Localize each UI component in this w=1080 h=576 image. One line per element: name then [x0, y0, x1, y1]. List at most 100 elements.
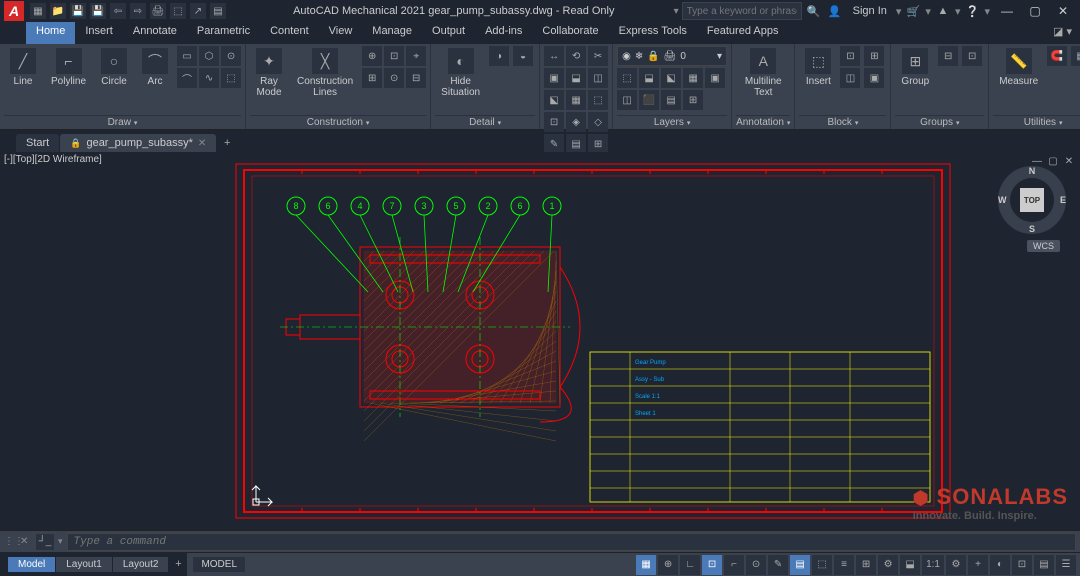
hide-situation-button[interactable]: ◐Hide Situation: [435, 46, 486, 100]
panel-label-groups[interactable]: Groups: [895, 115, 984, 129]
layers-layer-3[interactable]: ▦: [683, 68, 703, 88]
layers-layer-1[interactable]: ⬓: [639, 68, 659, 88]
layout-tab-layout1[interactable]: Layout1: [56, 557, 112, 572]
viewcube[interactable]: TOP N S E W: [998, 166, 1066, 234]
status-btn-8[interactable]: ⬚: [812, 555, 832, 575]
layers-layer-5[interactable]: ◫: [617, 90, 637, 110]
chevron-down-icon[interactable]: ▾: [674, 6, 679, 17]
user-icon[interactable]: 👤: [826, 2, 844, 20]
modify-small-5[interactable]: ◫: [588, 68, 608, 88]
utilities-small-1[interactable]: ▦: [1071, 46, 1080, 66]
new-tab-button[interactable]: +: [217, 134, 237, 152]
file-tab-1[interactable]: 🔒gear_pump_subassy*✕: [60, 134, 216, 152]
viewport-label[interactable]: [-][Top][2D Wireframe]: [4, 154, 102, 165]
polyline-button[interactable]: ⌐Polyline: [45, 46, 92, 89]
cmdline-grip[interactable]: ⋮⋮: [4, 536, 16, 547]
detail-small-0[interactable]: ◑: [489, 46, 509, 66]
viewcube-face[interactable]: TOP: [1020, 188, 1044, 212]
panel-label-detail[interactable]: Detail: [435, 115, 535, 129]
groups-small-0[interactable]: ⊟: [938, 46, 958, 66]
status-btn-5[interactable]: ⊙: [746, 555, 766, 575]
signin-dropdown[interactable]: ▾: [896, 5, 902, 18]
status-btn-15[interactable]: +: [968, 555, 988, 575]
qat-button-9[interactable]: ▤: [210, 3, 226, 19]
panel-label-layers[interactable]: Layers: [617, 115, 727, 129]
modify-small-2[interactable]: ✂: [588, 46, 608, 66]
layers-layer-4[interactable]: ▣: [705, 68, 725, 88]
status-btn-19[interactable]: ☰: [1056, 555, 1076, 575]
insert-button[interactable]: ⬚Insert: [799, 46, 837, 89]
status-btn-9[interactable]: ≡: [834, 555, 854, 575]
layout-tab-layout2[interactable]: Layout2: [113, 557, 169, 572]
qat-button-6[interactable]: 🖨: [150, 3, 166, 19]
qat-button-8[interactable]: ↗: [190, 3, 206, 19]
panel-label-utilities[interactable]: Utilities: [993, 115, 1080, 129]
group-button[interactable]: ⊞Group: [895, 46, 935, 89]
status-btn-14[interactable]: ⚙: [946, 555, 966, 575]
status-btn-13[interactable]: 1:1: [922, 555, 944, 575]
status-btn-11[interactable]: ⚙: [878, 555, 898, 575]
close-button[interactable]: ✕: [1050, 1, 1076, 21]
panel-label-block[interactable]: Block: [799, 115, 886, 129]
modify-small-14[interactable]: ⊞: [588, 134, 608, 154]
construction-small-5[interactable]: ⊟: [406, 68, 426, 88]
multiline-text-button[interactable]: AMultiline Text: [736, 46, 790, 100]
block-small-0[interactable]: ⊡: [840, 46, 860, 66]
construction-small-3[interactable]: ⊞: [362, 68, 382, 88]
app-logo[interactable]: A: [4, 1, 24, 21]
qat-button-3[interactable]: 💾: [90, 3, 106, 19]
block-small-2[interactable]: ◫: [840, 68, 860, 88]
status-btn-12[interactable]: ⬓: [900, 555, 920, 575]
signin-link[interactable]: Sign In: [853, 5, 887, 17]
block-small-3[interactable]: ▣: [864, 68, 884, 88]
qat-button-1[interactable]: 📁: [50, 3, 66, 19]
modify-small-6[interactable]: ⬕: [544, 90, 564, 110]
help-icon[interactable]: ❔: [963, 2, 981, 20]
status-btn-4[interactable]: ⌐: [724, 555, 744, 575]
status-btn-6[interactable]: ✎: [768, 555, 788, 575]
tab-close-icon[interactable]: ✕: [198, 138, 206, 149]
detail-small-1[interactable]: ◒: [513, 46, 533, 66]
layers-layer-8[interactable]: ⊞: [683, 90, 703, 110]
minimize-button[interactable]: —: [994, 1, 1020, 21]
modify-small-13[interactable]: ▤: [566, 134, 586, 154]
qat-button-5[interactable]: ⇨: [130, 3, 146, 19]
construction-small-2[interactable]: ⌖: [406, 46, 426, 66]
status-btn-7[interactable]: ▤: [790, 555, 810, 575]
qat-button-4[interactable]: ⇦: [110, 3, 126, 19]
layers-layer-6[interactable]: ⬛: [639, 90, 659, 110]
status-btn-10[interactable]: ⊞: [856, 555, 876, 575]
ribbon-tab-add-ins[interactable]: Add-ins: [475, 22, 532, 44]
line-button[interactable]: ╱Line: [4, 46, 42, 89]
modify-small-8[interactable]: ⬚: [588, 90, 608, 110]
measure-button[interactable]: 📏Measure: [993, 46, 1044, 89]
cmdline-close-icon[interactable]: ✕: [20, 536, 32, 547]
modify-small-12[interactable]: ✎: [544, 134, 564, 154]
construction-small-4[interactable]: ⊙: [384, 68, 404, 88]
ribbon-tab-view[interactable]: View: [319, 22, 363, 44]
utilities-small-0[interactable]: 🧲: [1047, 46, 1067, 66]
status-btn-18[interactable]: ▤: [1034, 555, 1054, 575]
maximize-button[interactable]: ▢: [1022, 1, 1048, 21]
layer-combo[interactable]: ◉❄🔒🖨0▾: [617, 46, 727, 66]
modify-small-4[interactable]: ⬓: [566, 68, 586, 88]
layout-tab-model[interactable]: Model: [8, 557, 55, 572]
status-model[interactable]: MODEL: [193, 557, 245, 572]
cmdline-dropdown-icon[interactable]: ▾: [58, 536, 63, 547]
status-btn-3[interactable]: ⊡: [702, 555, 722, 575]
search-input[interactable]: [682, 2, 802, 20]
modify-small-7[interactable]: ▦: [566, 90, 586, 110]
qat-button-7[interactable]: ⬚: [170, 3, 186, 19]
ribbon-tab-home[interactable]: Home: [26, 22, 75, 44]
panel-label-construction[interactable]: Construction: [250, 115, 426, 129]
block-small-1[interactable]: ⊞: [864, 46, 884, 66]
groups-small-1[interactable]: ⊡: [962, 46, 982, 66]
cart-icon[interactable]: 🛒: [904, 2, 922, 20]
autodesk-icon[interactable]: ▲: [934, 2, 952, 20]
layers-layer-2[interactable]: ⬕: [661, 68, 681, 88]
ribbon-tab-featured-apps[interactable]: Featured Apps: [697, 22, 789, 44]
draw-small-5[interactable]: ⬚: [221, 68, 241, 88]
modify-small-0[interactable]: ↔: [544, 46, 564, 66]
draw-small-2[interactable]: ⊙: [221, 46, 241, 66]
wcs-badge[interactable]: WCS: [1027, 240, 1060, 252]
